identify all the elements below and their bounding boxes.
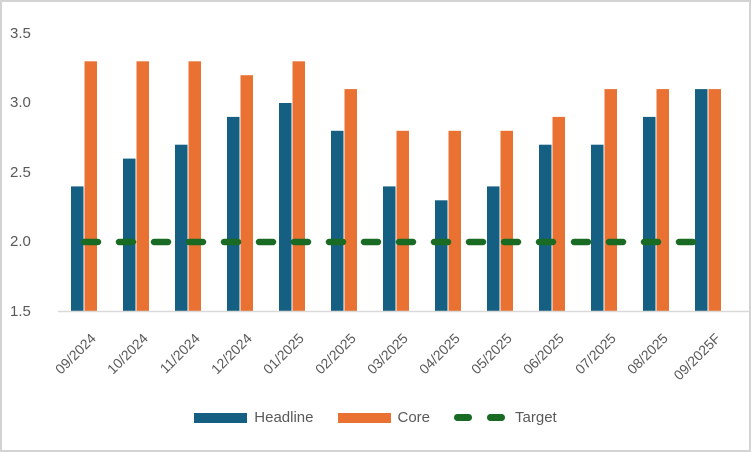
bar-core-06/2025 — [552, 116, 565, 312]
chart-legend: Headline Core Target — [2, 409, 749, 426]
bar-core-02/2025 — [344, 89, 357, 312]
bar-headline-08/2025 — [643, 116, 656, 312]
bar-headline-04/2025 — [435, 200, 448, 312]
legend-label-headline: Headline — [254, 409, 314, 426]
bar-core-08/2025 — [656, 89, 669, 312]
legend-item-target: Target — [454, 409, 557, 426]
bar-headline-07/2025 — [591, 144, 604, 312]
y-tick-label-1.5: 1.5 — [10, 302, 31, 320]
bar-headline-09/2025F — [695, 89, 708, 312]
bar-headline-10/2024 — [123, 158, 136, 312]
y-tick-label-2.0: 2.0 — [10, 233, 31, 250]
bar-headline-12/2024 — [227, 116, 240, 312]
bar-core-01/2025 — [292, 61, 305, 312]
legend-item-core: Core — [337, 409, 431, 426]
target-series-swatch — [454, 414, 506, 421]
bar-headline-09/2024 — [71, 186, 84, 312]
bar-core-09/2025F — [708, 89, 721, 312]
bar-core-11/2024 — [188, 61, 201, 312]
y-tick-label-3.5: 3.5 — [10, 24, 31, 42]
bar-core-05/2025 — [500, 130, 513, 312]
legend-item-headline: Headline — [194, 409, 314, 426]
bar-headline-01/2025 — [279, 103, 292, 312]
bar-headline-03/2025 — [383, 186, 396, 312]
y-tick-label-2.5: 2.5 — [10, 163, 31, 181]
bar-core-07/2025 — [604, 89, 617, 312]
bar-core-10/2024 — [136, 61, 149, 312]
bar-core-04/2025 — [448, 130, 461, 312]
bar-headline-02/2025 — [331, 130, 344, 312]
y-tick-label-3.0: 3.0 — [10, 94, 31, 111]
legend-label-core: Core — [397, 409, 431, 426]
headline-series-swatch — [194, 412, 248, 423]
bar-headline-06/2025 — [539, 144, 552, 312]
bar-headline-11/2024 — [175, 144, 188, 312]
target-dash-icon — [454, 414, 473, 421]
legend-label-target: Target — [515, 409, 557, 426]
bar-core-12/2024 — [240, 75, 253, 312]
bar-core-03/2025 — [396, 130, 409, 312]
bar-core-09/2024 — [84, 61, 97, 312]
target-dash-icon — [487, 414, 506, 421]
core-series-swatch — [337, 412, 391, 423]
bar-headline-05/2025 — [487, 186, 500, 312]
